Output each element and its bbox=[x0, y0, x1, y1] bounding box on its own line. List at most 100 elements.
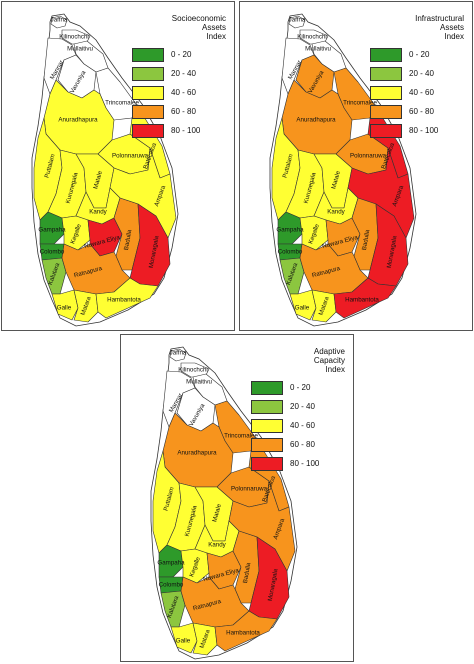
legend-item: 20 - 40 bbox=[370, 66, 464, 81]
legend-range-label: 60 - 80 bbox=[290, 440, 315, 449]
district-label-colombo: Colombo bbox=[159, 582, 184, 589]
legend-item: 40 - 60 bbox=[251, 418, 345, 433]
district-label-kandy: Kandy bbox=[208, 542, 226, 549]
district-label-matale: Matale bbox=[330, 170, 342, 190]
legend: Adaptive Capacity Index 0 - 20 20 - 40 4… bbox=[245, 347, 345, 475]
district-label-matale: Matale bbox=[92, 170, 104, 190]
district-label-trincomalee: Trincomalee bbox=[224, 433, 258, 440]
legend-range-label: 40 - 60 bbox=[171, 88, 196, 97]
district-hambantota bbox=[95, 277, 159, 319]
legend-range-label: 60 - 80 bbox=[171, 107, 196, 116]
legend-swatch bbox=[370, 66, 402, 81]
legend: Socioeconomic Assets Index 0 - 20 20 - 4… bbox=[126, 14, 226, 142]
district-label-gampaha: Gampaha bbox=[157, 560, 185, 567]
legend-swatch bbox=[132, 104, 164, 119]
district-label-polonnaruwa: Polonnaruwa bbox=[112, 153, 149, 160]
legend-range-label: 0 - 20 bbox=[290, 383, 311, 392]
legend-swatch bbox=[251, 399, 283, 414]
map-panel-adaptive-capacity: Jaffna Kilinochchi Mullaitivu Mannar Vavuniy… bbox=[120, 334, 354, 662]
legend-item: 0 - 20 bbox=[132, 47, 226, 62]
legend-range-label: 80 - 100 bbox=[290, 459, 320, 468]
district-jaffna bbox=[288, 15, 306, 29]
legend-swatch bbox=[132, 123, 164, 138]
legend-item: 60 - 80 bbox=[251, 437, 345, 452]
legend-item: 80 - 100 bbox=[370, 123, 464, 138]
legend-range-label: 20 - 40 bbox=[171, 69, 196, 78]
district-kegalle bbox=[61, 215, 91, 251]
legend-item: 0 - 20 bbox=[370, 47, 464, 62]
district-jaffna bbox=[50, 15, 68, 29]
legend-item: 0 - 20 bbox=[251, 380, 345, 395]
district-label-badulla: Badulla bbox=[242, 562, 253, 584]
district-kegalle bbox=[180, 548, 210, 584]
legend-item: 40 - 60 bbox=[132, 85, 226, 100]
district-label-trincomalee: Trincomalee bbox=[343, 100, 377, 107]
legend-swatch bbox=[251, 456, 283, 471]
legend-swatch bbox=[370, 104, 402, 119]
legend-item: 40 - 60 bbox=[370, 85, 464, 100]
district-label-hambantota: Hambantota bbox=[107, 297, 141, 304]
district-label-colombo: Colombo bbox=[40, 249, 65, 256]
district-label-anuradhapura: Anuradhapura bbox=[296, 117, 336, 124]
legend-range-label: 20 - 40 bbox=[409, 69, 434, 78]
district-label-polonnaruwa: Polonnaruwa bbox=[231, 486, 268, 493]
district-label-colombo: Colombo bbox=[278, 249, 303, 256]
legend-swatch bbox=[251, 418, 283, 433]
district-label-matale: Matale bbox=[211, 503, 223, 523]
legend-range-label: 20 - 40 bbox=[290, 402, 315, 411]
legend-range-label: 40 - 60 bbox=[290, 421, 315, 430]
district-label-badulla: Badulla bbox=[123, 229, 134, 251]
legend-range-label: 80 - 100 bbox=[171, 126, 201, 135]
map-panel-socioeconomic: Jaffna Kilinochchi Mullaitivu Mannar Vavuniy… bbox=[1, 1, 235, 331]
map-panel-infrastructural: Jaffna Kilinochchi Mullaitivu Mannar Vavuniy… bbox=[239, 1, 473, 331]
legend-range-label: 80 - 100 bbox=[409, 126, 439, 135]
district-label-kilinochchi: Kilinochchi bbox=[178, 367, 208, 374]
district-hambantota bbox=[214, 610, 278, 652]
district-label-kilinochchi: Kilinochchi bbox=[59, 34, 89, 41]
legend-swatch bbox=[132, 66, 164, 81]
legend-title: Adaptive Capacity Index bbox=[313, 347, 345, 374]
district-ratnapura bbox=[180, 576, 250, 628]
legend-swatch bbox=[370, 85, 402, 100]
district-jaffna bbox=[169, 348, 187, 362]
legend-item: 20 - 40 bbox=[132, 66, 226, 81]
district-ratnapura bbox=[299, 243, 369, 295]
legend-range-label: 60 - 80 bbox=[409, 107, 434, 116]
legend-swatch bbox=[251, 437, 283, 452]
district-label-jaffna: Jaffna bbox=[170, 350, 187, 357]
legend-swatch bbox=[251, 380, 283, 395]
legend: Infrastructural Assets Index 0 - 20 20 -… bbox=[364, 14, 464, 142]
district-label-kandy: Kandy bbox=[89, 209, 107, 216]
district-label-jaffna: Jaffna bbox=[51, 17, 68, 24]
legend-range-label: 0 - 20 bbox=[171, 50, 192, 59]
district-label-galle: Galle bbox=[57, 305, 72, 312]
legend-title: Socioeconomic Assets Index bbox=[171, 14, 226, 41]
district-label-trincomalee: Trincomalee bbox=[105, 100, 139, 107]
district-label-anuradhapura: Anuradhapura bbox=[177, 450, 217, 457]
district-label-hambantota: Hambantota bbox=[345, 297, 379, 304]
district-label-galle: Galle bbox=[176, 638, 191, 645]
legend-item: 20 - 40 bbox=[251, 399, 345, 414]
district-label-badulla: Badulla bbox=[361, 229, 372, 251]
legend-swatch bbox=[132, 47, 164, 62]
district-label-anuradhapura: Anuradhapura bbox=[58, 117, 98, 124]
district-ratnapura bbox=[61, 243, 131, 295]
legend-item: 60 - 80 bbox=[132, 104, 226, 119]
district-label-mullaitivu: Mullaitivu bbox=[67, 46, 93, 53]
legend-title: Infrastructural Assets Index bbox=[415, 14, 464, 41]
legend-range-label: 40 - 60 bbox=[409, 88, 434, 97]
district-label-hambantota: Hambantota bbox=[226, 630, 260, 637]
legend-swatch bbox=[370, 47, 402, 62]
district-label-kilinochchi: Kilinochchi bbox=[297, 34, 327, 41]
legend-item: 80 - 100 bbox=[132, 123, 226, 138]
district-label-gampaha: Gampaha bbox=[38, 227, 66, 234]
district-label-gampaha: Gampaha bbox=[276, 227, 304, 234]
district-label-jaffna: Jaffna bbox=[289, 17, 306, 24]
legend-range-label: 0 - 20 bbox=[409, 50, 430, 59]
legend-swatch bbox=[132, 85, 164, 100]
district-label-mullaitivu: Mullaitivu bbox=[305, 46, 331, 53]
district-label-galle: Galle bbox=[295, 305, 310, 312]
